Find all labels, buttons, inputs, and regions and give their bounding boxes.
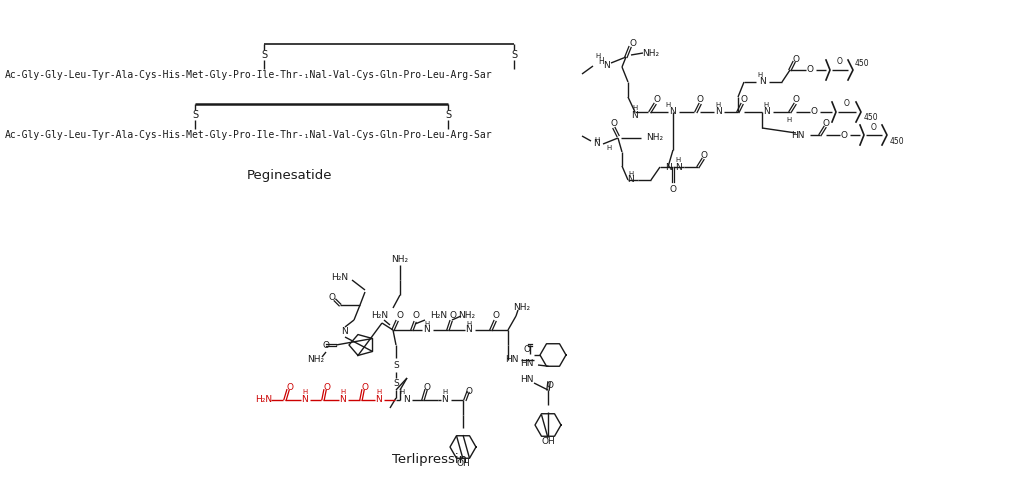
- Text: O: O: [653, 95, 660, 105]
- Text: O: O: [329, 293, 336, 301]
- Text: OH: OH: [541, 437, 555, 447]
- Text: N: N: [759, 77, 765, 87]
- Text: S: S: [511, 50, 517, 60]
- Text: N: N: [628, 175, 635, 185]
- Text: Ac-Gly-Gly-Leu-Tyr-Ala-Cys-His-Met-Gly-Pro-Ile-Thr-₁Nal-Val-Cys-Gln-Pro-Leu-Arg-: Ac-Gly-Gly-Leu-Tyr-Ala-Cys-His-Met-Gly-P…: [5, 70, 493, 80]
- Text: H: H: [606, 145, 611, 151]
- Text: N: N: [670, 108, 677, 116]
- Text: N: N: [632, 111, 638, 119]
- Text: H: H: [763, 102, 769, 108]
- Text: H: H: [442, 389, 447, 395]
- Text: O: O: [700, 150, 708, 160]
- Text: O: O: [793, 95, 800, 105]
- Text: NH₂: NH₂: [513, 303, 530, 313]
- Text: Ac-Gly-Gly-Leu-Tyr-Ala-Cys-His-Met-Gly-Pro-Ile-Thr-₁Nal-Val-Cys-Gln-Pro-Leu-Arg-: Ac-Gly-Gly-Leu-Tyr-Ala-Cys-His-Met-Gly-P…: [5, 130, 493, 140]
- Text: O: O: [547, 380, 554, 390]
- Text: 450: 450: [864, 113, 879, 123]
- Text: NH₂: NH₂: [642, 49, 659, 57]
- Text: H: H: [758, 72, 763, 78]
- Text: NH₂: NH₂: [391, 256, 409, 264]
- Text: O: O: [696, 95, 703, 105]
- Text: H: H: [676, 157, 681, 163]
- Text: O: O: [610, 118, 617, 128]
- Text: N: N: [342, 327, 348, 337]
- Text: O: O: [466, 388, 472, 396]
- Text: O: O: [837, 57, 843, 67]
- Text: N: N: [603, 60, 609, 70]
- Text: HN: HN: [792, 131, 805, 139]
- Text: N: N: [715, 108, 721, 116]
- Text: N: N: [466, 325, 472, 335]
- Text: S: S: [445, 110, 451, 120]
- Text: O: O: [630, 38, 637, 48]
- Text: NH₂: NH₂: [307, 356, 325, 364]
- Text: O: O: [822, 118, 829, 128]
- Text: H: H: [633, 105, 638, 111]
- Text: N: N: [340, 395, 346, 405]
- Text: O: O: [450, 312, 457, 320]
- Text: 450: 450: [855, 59, 869, 69]
- Text: S: S: [393, 360, 399, 370]
- Text: O: O: [493, 312, 500, 320]
- Text: H: H: [377, 389, 382, 395]
- Text: H₂N: H₂N: [430, 312, 447, 320]
- Text: H: H: [629, 171, 634, 177]
- Text: O: O: [424, 383, 430, 393]
- Text: O: O: [844, 99, 850, 109]
- Text: OH: OH: [456, 458, 470, 468]
- Text: O: O: [811, 108, 817, 116]
- Text: O: O: [740, 95, 748, 105]
- Text: N: N: [763, 108, 769, 116]
- Text: N: N: [402, 395, 410, 405]
- Text: H: H: [424, 321, 430, 327]
- Text: H: H: [598, 57, 604, 67]
- Text: H₂N: H₂N: [255, 395, 272, 405]
- Text: NH₂: NH₂: [646, 133, 664, 143]
- Text: N: N: [441, 395, 449, 405]
- Text: Peginesatide: Peginesatide: [247, 169, 333, 182]
- Text: N: N: [593, 139, 599, 149]
- Text: H: H: [786, 117, 792, 123]
- Text: 450: 450: [890, 136, 904, 146]
- Text: H: H: [302, 389, 307, 395]
- Text: N: N: [376, 395, 382, 405]
- Text: O: O: [523, 345, 530, 355]
- Text: N: N: [675, 163, 681, 171]
- Text: N: N: [424, 325, 430, 335]
- Text: H: H: [399, 389, 404, 395]
- Text: S: S: [191, 110, 198, 120]
- Text: O: O: [807, 65, 813, 75]
- Text: H: H: [466, 321, 472, 327]
- Text: O: O: [670, 186, 677, 194]
- Text: H: H: [595, 53, 601, 59]
- Text: O: O: [413, 312, 420, 320]
- Text: O: O: [396, 312, 403, 320]
- Text: S: S: [261, 50, 267, 60]
- Text: S: S: [393, 379, 399, 389]
- Text: H₂N: H₂N: [332, 274, 348, 282]
- Text: HN: HN: [520, 375, 534, 385]
- Text: H: H: [594, 137, 599, 143]
- Text: H: H: [340, 389, 346, 395]
- Text: O: O: [361, 383, 369, 393]
- Text: O: O: [323, 340, 330, 350]
- Text: H: H: [666, 102, 671, 108]
- Text: Terlipressin: Terlipressin: [392, 453, 468, 467]
- Text: N: N: [302, 395, 308, 405]
- Text: HN: HN: [520, 358, 534, 368]
- Text: H₂N: H₂N: [372, 312, 388, 320]
- Text: HN: HN: [505, 356, 519, 364]
- Text: O: O: [871, 123, 877, 131]
- Text: O: O: [793, 56, 800, 64]
- Text: O: O: [287, 383, 294, 393]
- Text: N: N: [665, 163, 672, 171]
- Text: O: O: [324, 383, 331, 393]
- Text: H: H: [716, 102, 721, 108]
- Text: O: O: [841, 131, 848, 139]
- Text: NH₂: NH₂: [459, 312, 475, 320]
